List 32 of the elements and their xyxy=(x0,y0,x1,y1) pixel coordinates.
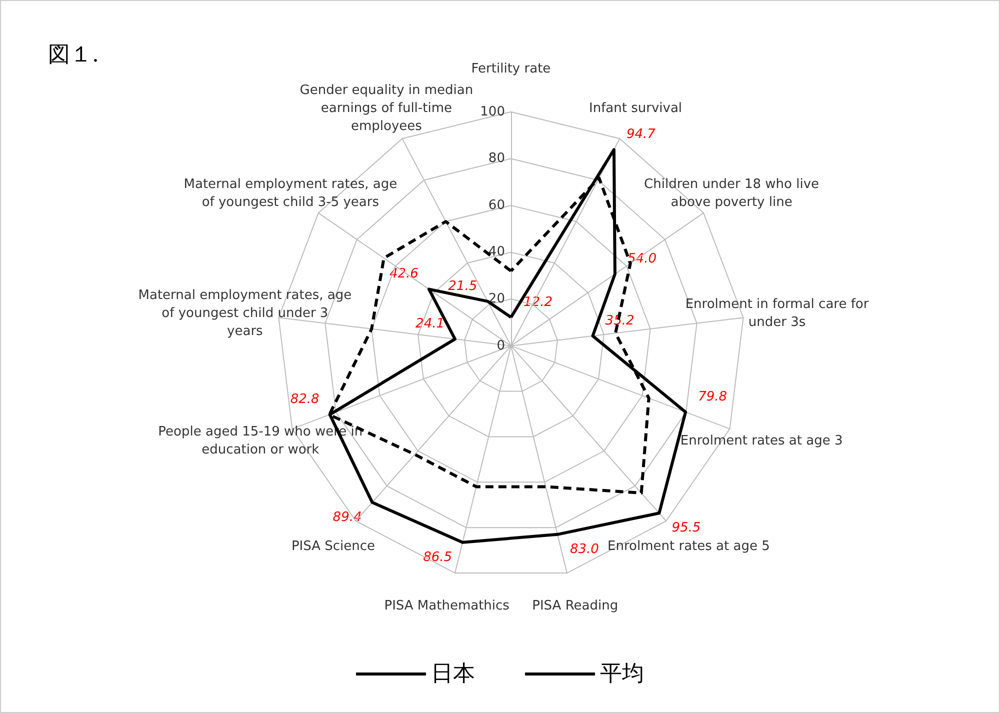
y-tick-label: 0 xyxy=(496,338,505,354)
data-label: 79.8 xyxy=(698,390,728,405)
spoke-label: Children under 18 who live above poverty line xyxy=(644,177,820,210)
y-tick-label: 40 xyxy=(488,244,505,260)
data-label: 94.7 xyxy=(626,127,656,142)
spoke-label: Infant survival xyxy=(589,101,682,116)
data-label: 89.4 xyxy=(332,510,362,525)
spoke-label: Maternal employment rates, age of youngest child under 3 years xyxy=(138,288,352,340)
y-tick-label: 60 xyxy=(488,198,505,213)
chart-title: 図１. xyxy=(48,42,99,68)
spoke-label: Enrolment in formal care for under 3s xyxy=(685,297,870,330)
y-tick-label: 80 xyxy=(488,151,505,166)
data-label: 82.8 xyxy=(290,392,320,408)
spoke-label: Enrolment rates at age 3 xyxy=(680,433,843,448)
data-label: 42.6 xyxy=(389,266,418,282)
spoke-label: Maternal employment rates, age of youngest child 3-5 years xyxy=(184,177,398,210)
spoke-label: PISA Mathemathics xyxy=(384,598,510,614)
data-label: 12.2 xyxy=(524,294,552,310)
y-tick-label: 20 xyxy=(488,292,505,307)
spoke-label: PISA Science xyxy=(291,538,376,554)
spoke-label: PISA Reading xyxy=(532,598,618,614)
spoke-label: Enrolment rates at age 5 xyxy=(608,538,770,554)
legend-label: 平均 xyxy=(600,662,644,686)
data-label: 86.5 xyxy=(423,550,452,565)
data-label: 83.0 xyxy=(570,542,599,557)
data-label: 24.1 xyxy=(416,316,444,332)
y-tick-label: 100 xyxy=(480,104,505,120)
spoke-label: Fertility rate xyxy=(471,61,551,76)
legend-label: 日本 xyxy=(431,662,475,686)
data-label: 21.5 xyxy=(448,278,478,294)
spoke-label: Gender equality in median earnings of full-time employees xyxy=(300,83,474,134)
data-label: 95.5 xyxy=(672,520,701,536)
